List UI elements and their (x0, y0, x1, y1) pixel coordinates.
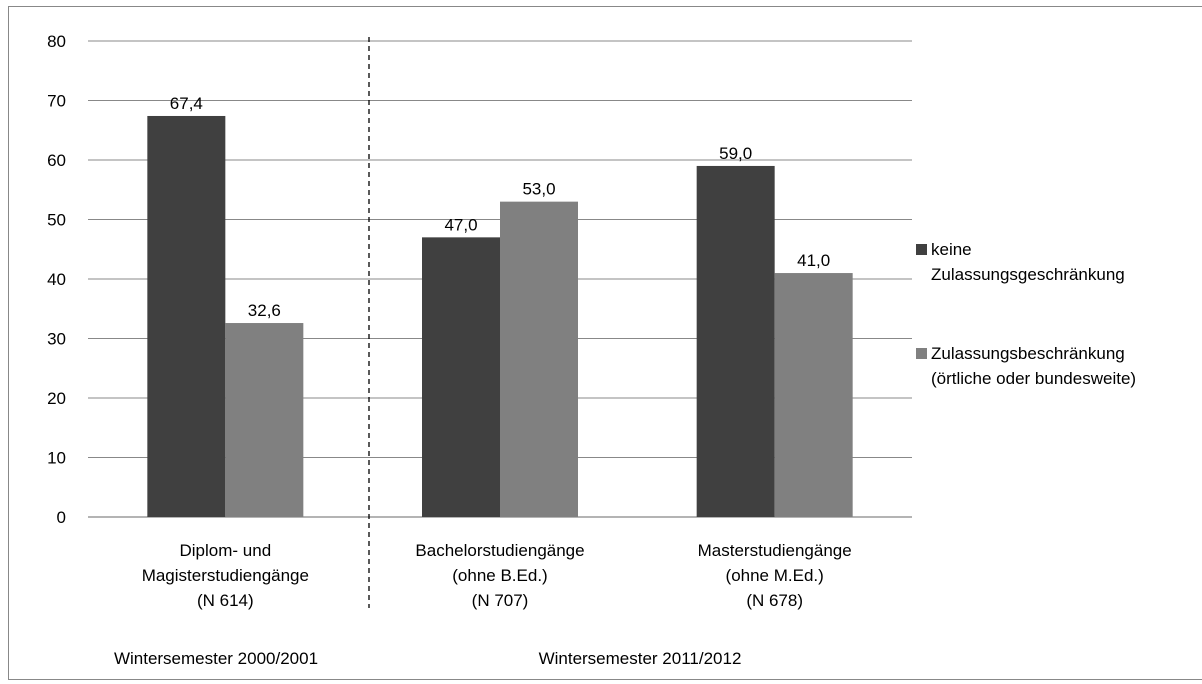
y-axis-ticks: 0 10 20 30 40 50 60 70 80 (47, 32, 66, 527)
group-labels: Wintersemester 2000/2001 Wintersemester 2… (114, 649, 741, 668)
y-tick-label: 0 (57, 508, 66, 527)
category-label: Magisterstudiengänge (142, 566, 309, 585)
category-label: (N 678) (746, 591, 803, 610)
legend-swatch (916, 348, 927, 359)
data-label: 67,4 (170, 94, 203, 113)
y-tick-label: 50 (47, 211, 66, 230)
category-label: (N 614) (197, 591, 254, 610)
data-label: 53,0 (522, 180, 555, 199)
legend-label: keine (931, 240, 972, 259)
bar (500, 201, 578, 517)
bar (774, 273, 853, 517)
category-label: Diplom- und (180, 541, 272, 560)
y-tick-label: 30 (47, 330, 66, 349)
group-label: Wintersemester 2000/2001 (114, 649, 318, 668)
category-labels: Diplom- und Magisterstudiengänge (N 614) Ba… (142, 541, 852, 610)
bar (422, 237, 500, 517)
data-label: 47,0 (444, 215, 477, 234)
legend-label: (örtliche oder bundesweite) (931, 369, 1136, 388)
bar (147, 115, 226, 517)
y-tick-label: 70 (47, 92, 66, 111)
legend: keine Zulassungsgeschränkung Zulassungsbes… (916, 240, 1136, 388)
data-label: 59,0 (719, 144, 752, 163)
y-tick-label: 20 (47, 389, 66, 408)
data-labels: 67,4 32,6 47,0 53,0 59,0 41,0 (170, 94, 830, 320)
category-label: (ohne B.Ed.) (452, 566, 547, 585)
legend-label: Zulassungsbeschränkung (931, 344, 1125, 363)
category-label: Masterstudiengänge (698, 541, 852, 560)
bar (696, 165, 775, 517)
y-tick-label: 10 (47, 449, 66, 468)
data-label: 32,6 (248, 301, 281, 320)
category-label: (N 707) (472, 591, 529, 610)
y-tick-label: 60 (47, 151, 66, 170)
category-label: (ohne M.Ed.) (726, 566, 824, 585)
group-label: Wintersemester 2011/2012 (539, 649, 742, 668)
data-label: 41,0 (797, 251, 830, 270)
legend-label: Zulassungsgeschränkung (931, 265, 1125, 284)
category-label: Bachelorstudiengänge (415, 541, 584, 560)
y-tick-label: 40 (47, 270, 66, 289)
bar (225, 323, 304, 517)
bars (147, 115, 853, 517)
y-tick-label: 80 (47, 32, 66, 51)
legend-swatch (916, 244, 927, 255)
